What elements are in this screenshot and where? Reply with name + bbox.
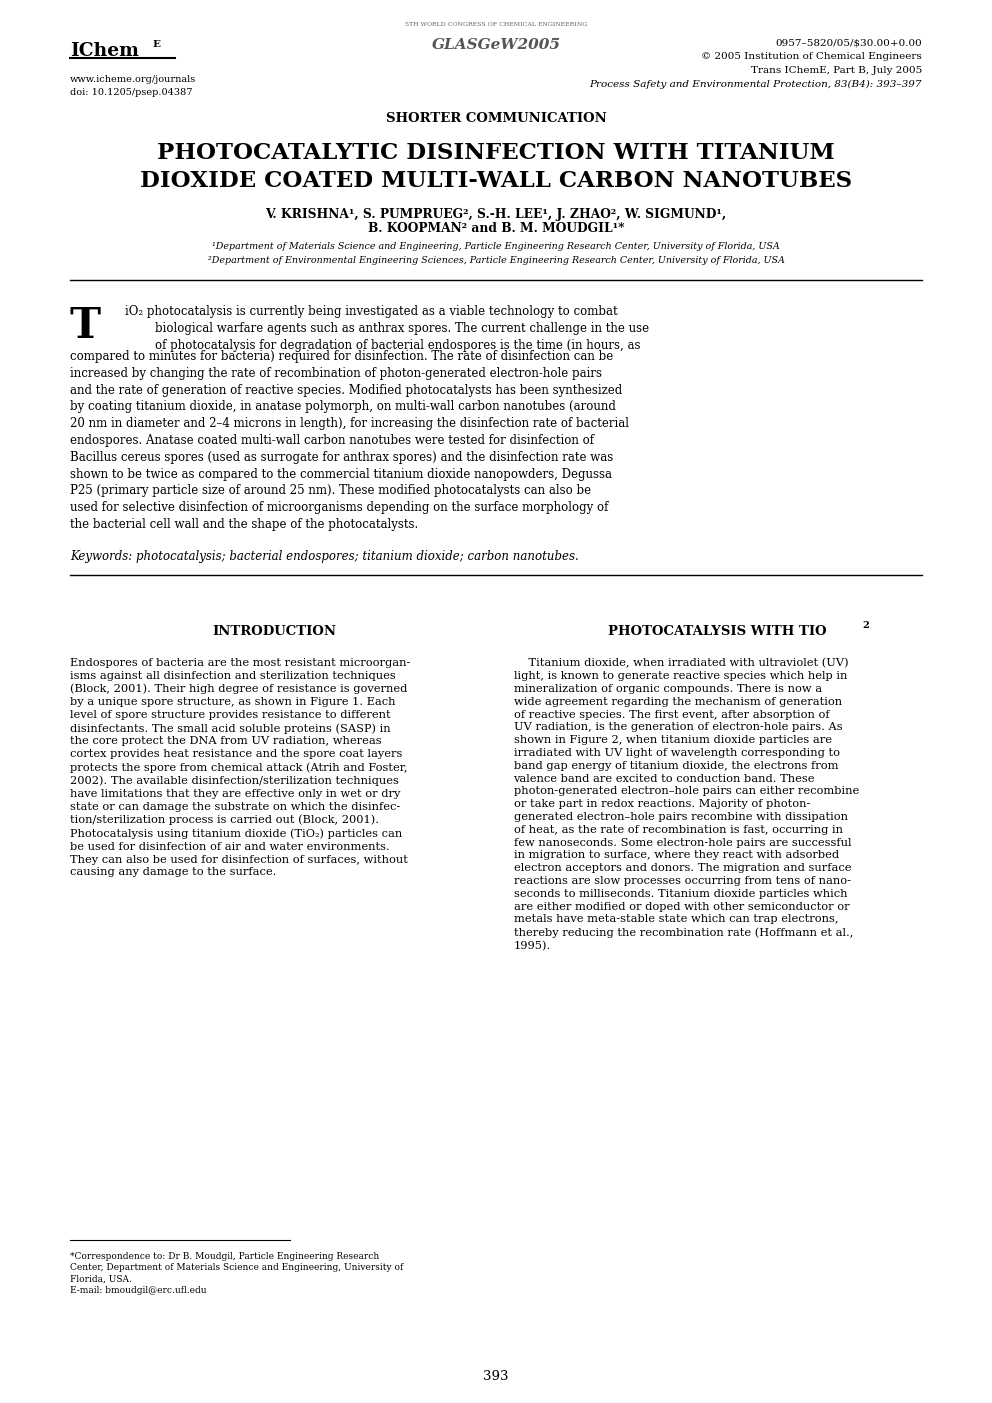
Text: E: E — [152, 41, 160, 49]
Text: 2: 2 — [863, 622, 870, 630]
Text: ²Department of Environmental Engineering Sciences, Particle Engineering Research: ²Department of Environmental Engineering… — [207, 255, 785, 265]
Text: Trans IChemE, Part B, July 2005: Trans IChemE, Part B, July 2005 — [751, 66, 922, 74]
Text: 5TH WORLD CONGRESS OF CHEMICAL ENGINEERING: 5TH WORLD CONGRESS OF CHEMICAL ENGINEERI… — [405, 22, 587, 27]
Text: Process Safety and Environmental Protection, 83(B4): 393–397: Process Safety and Environmental Protect… — [589, 80, 922, 90]
Text: V. KRISHNA¹, S. PUMPRUEG², S.-H. LEE¹, J. ZHAO², W. SIGMUND¹,: V. KRISHNA¹, S. PUMPRUEG², S.-H. LEE¹, J… — [266, 208, 726, 222]
Text: Titanium dioxide, when irradiated with ultraviolet (UV)
light, is known to gener: Titanium dioxide, when irradiated with u… — [514, 658, 859, 951]
Text: INTRODUCTION: INTRODUCTION — [212, 624, 336, 638]
Text: B. KOOPMAN² and B. M. MOUDGIL¹*: B. KOOPMAN² and B. M. MOUDGIL¹* — [368, 222, 624, 234]
Text: IChem: IChem — [70, 42, 139, 60]
Text: ¹Department of Materials Science and Engineering, Particle Engineering Research : ¹Department of Materials Science and Eng… — [212, 241, 780, 251]
Text: Endospores of bacteria are the most resistant microorgan-
isms against all disin: Endospores of bacteria are the most resi… — [70, 658, 411, 877]
Text: T: T — [70, 304, 101, 347]
Text: iO₂ photocatalysis is currently being investigated as a viable technology to com: iO₂ photocatalysis is currently being in… — [125, 304, 649, 352]
Text: 393: 393 — [483, 1369, 509, 1383]
Text: PHOTOCATALYSIS WITH TIO: PHOTOCATALYSIS WITH TIO — [608, 624, 827, 638]
Text: doi: 10.1205/psep.04387: doi: 10.1205/psep.04387 — [70, 88, 192, 97]
Text: DIOXIDE COATED MULTI-WALL CARBON NANOTUBES: DIOXIDE COATED MULTI-WALL CARBON NANOTUB… — [140, 170, 852, 192]
Text: GLASGeW2005: GLASGeW2005 — [432, 38, 560, 52]
Text: SHORTER COMMUNICATION: SHORTER COMMUNICATION — [386, 112, 606, 125]
Text: *Correspondence to: Dr B. Moudgil, Particle Engineering Research
Center, Departm: *Correspondence to: Dr B. Moudgil, Parti… — [70, 1251, 404, 1295]
Text: Keywords: photocatalysis; bacterial endospores; titanium dioxide; carbon nanotub: Keywords: photocatalysis; bacterial endo… — [70, 550, 578, 563]
Text: © 2005 Institution of Chemical Engineers: © 2005 Institution of Chemical Engineers — [701, 52, 922, 60]
Text: 0957–5820/05/$30.00+0.00: 0957–5820/05/$30.00+0.00 — [776, 38, 922, 46]
Text: www.icheme.org/journals: www.icheme.org/journals — [70, 74, 196, 84]
Text: PHOTOCATALYTIC DISINFECTION WITH TITANIUM: PHOTOCATALYTIC DISINFECTION WITH TITANIU… — [157, 142, 835, 164]
Text: compared to minutes for bacteria) required for disinfection. The rate of disinfe: compared to minutes for bacteria) requir… — [70, 349, 629, 530]
